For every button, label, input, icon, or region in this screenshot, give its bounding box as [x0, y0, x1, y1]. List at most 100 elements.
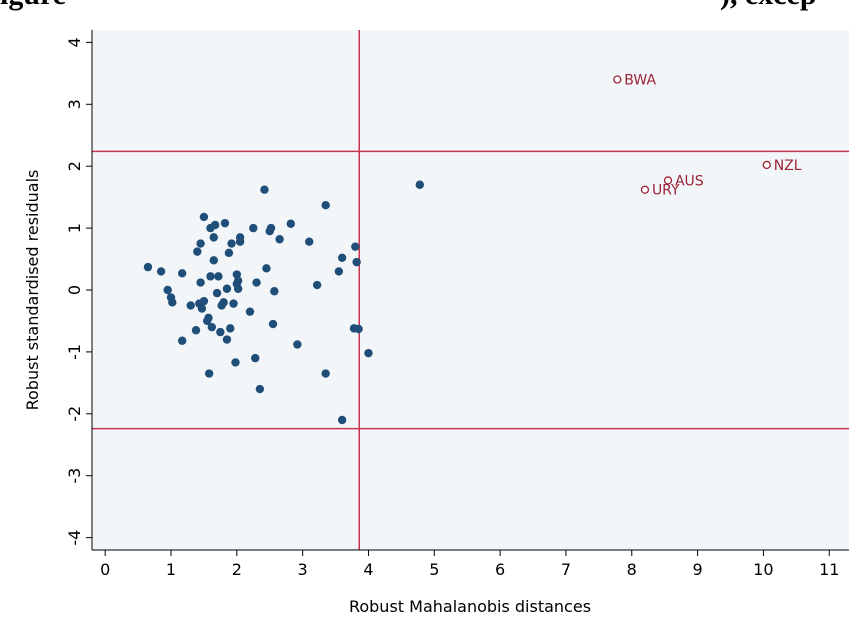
data-point — [216, 327, 225, 337]
data-point — [229, 299, 238, 308]
y-tick-label: -4 — [65, 530, 84, 546]
outlier-point — [613, 75, 622, 84]
reference-lines — [92, 30, 849, 550]
data-point — [251, 353, 260, 363]
x-tick-label: 0 — [100, 560, 110, 579]
x-tick-label: 6 — [495, 560, 505, 579]
figure-title-right: ), excep — [720, 0, 817, 12]
data-point — [270, 287, 279, 296]
data-point — [191, 326, 201, 335]
plot-area — [92, 30, 849, 550]
data-point — [249, 223, 258, 233]
data-point — [214, 272, 223, 281]
data-point — [354, 324, 363, 334]
data-point — [204, 313, 213, 323]
figure-title: igure ), excep — [0, 0, 860, 18]
data-point — [220, 218, 230, 228]
data-point — [210, 220, 220, 230]
data-point — [351, 242, 360, 251]
y-axis-title: Robust standardised residuals — [23, 170, 42, 411]
data-point — [186, 301, 195, 310]
data-point — [352, 257, 361, 267]
x-tick-label: 7 — [561, 560, 571, 579]
data-point — [199, 212, 209, 222]
outlier-label: BWA — [624, 73, 656, 89]
data-point — [222, 284, 232, 293]
data-point — [305, 237, 314, 246]
x-tick-label: 8 — [627, 560, 637, 579]
data-point — [156, 267, 166, 276]
y-axis-ticks: -4 -3 -2 -1 0 1 2 3 4 — [65, 37, 92, 546]
data-point — [163, 285, 172, 295]
data-point — [245, 307, 255, 316]
x-tick-label: 10 — [753, 560, 773, 579]
y-tick-label: 2 — [65, 161, 84, 171]
data-point — [312, 280, 322, 290]
data-point — [235, 237, 245, 246]
data-point — [199, 296, 209, 306]
x-tick-label: 3 — [298, 560, 308, 579]
data-point — [227, 239, 236, 248]
x-tick-label: 4 — [363, 560, 373, 579]
data-point — [193, 247, 202, 256]
data-point — [260, 185, 269, 194]
data-point — [219, 298, 228, 307]
data-point — [204, 369, 214, 378]
x-tick-label: 1 — [166, 560, 176, 579]
y-tick-label: -3 — [65, 468, 84, 484]
x-axis-title: Robust Mahalanobis distances — [349, 597, 591, 616]
data-point — [222, 335, 232, 344]
data-point — [233, 276, 243, 285]
y-tick-label: 0 — [65, 285, 84, 295]
data-point — [209, 256, 218, 265]
figure-title-left: igure — [0, 0, 66, 12]
x-axis-ticks: 0 1 2 3 4 5 6 7 8 9 10 11 — [100, 550, 839, 579]
outlier-point — [762, 160, 771, 170]
outlier-label: AUS — [675, 173, 704, 189]
y-tick-label: 4 — [65, 37, 84, 47]
data-point — [266, 223, 276, 233]
outlier-label: NZL — [774, 158, 802, 174]
data-point — [143, 262, 153, 272]
data-point — [196, 239, 205, 248]
outlier-point — [640, 185, 650, 194]
data-point — [262, 264, 271, 273]
data-point — [168, 298, 177, 307]
data-point — [233, 284, 243, 293]
data-point — [275, 235, 284, 244]
data-points — [143, 180, 425, 425]
data-point — [231, 358, 240, 367]
data-point — [337, 415, 347, 425]
data-point — [286, 219, 295, 228]
data-point — [321, 369, 330, 378]
data-point — [224, 248, 234, 258]
x-tick-label: 11 — [819, 560, 839, 579]
outlier-point — [663, 176, 673, 185]
y-tick-label: -1 — [65, 344, 84, 360]
x-tick-label: 2 — [232, 560, 242, 579]
data-point — [197, 304, 207, 313]
data-point — [415, 180, 425, 189]
y-tick-label: -2 — [65, 406, 84, 422]
data-point — [268, 319, 278, 329]
data-point — [212, 288, 222, 298]
data-point — [206, 272, 215, 281]
y-tick-label: 3 — [65, 99, 84, 109]
data-point — [252, 278, 261, 287]
data-point — [177, 269, 187, 278]
data-point — [364, 348, 373, 358]
data-point — [321, 200, 330, 210]
data-point — [337, 253, 347, 263]
x-tick-label: 5 — [429, 560, 439, 579]
data-point — [207, 322, 217, 332]
data-point — [255, 384, 265, 394]
data-point — [177, 336, 187, 345]
data-point — [209, 233, 218, 242]
x-tick-label: 9 — [693, 560, 703, 579]
data-point — [334, 267, 344, 276]
data-point — [226, 324, 235, 333]
y-tick-label: 1 — [65, 223, 84, 233]
data-point — [293, 340, 302, 349]
